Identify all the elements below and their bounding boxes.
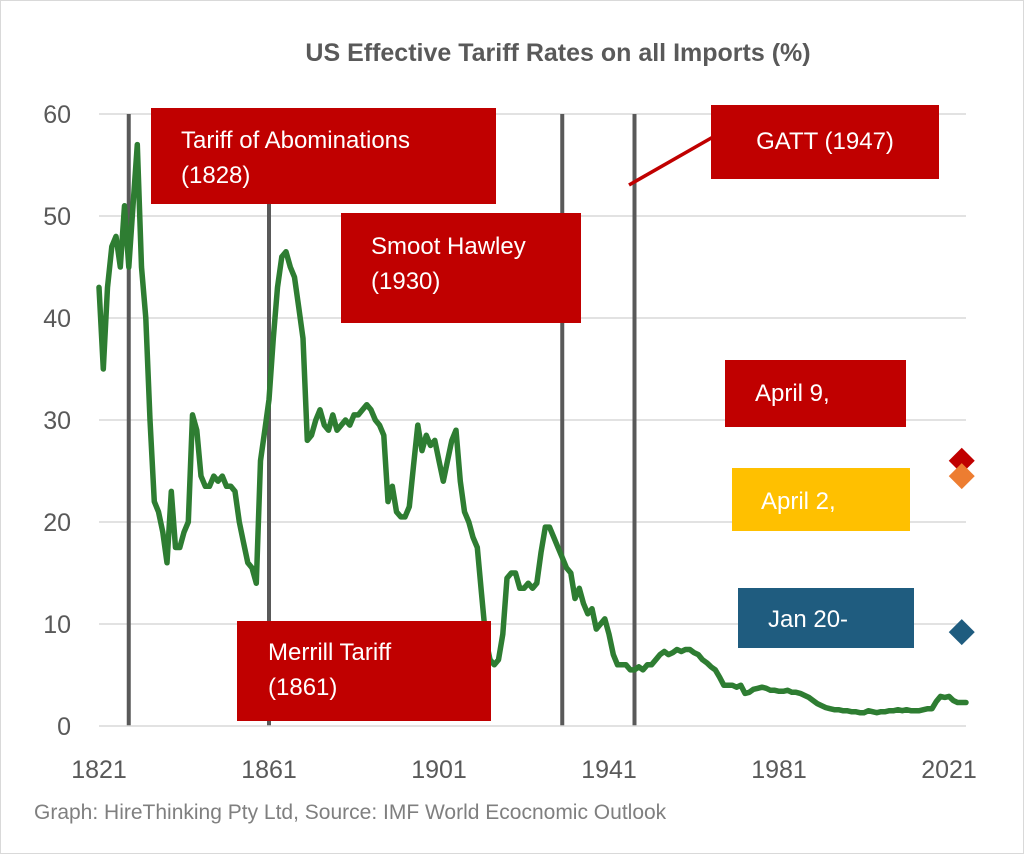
chart-title: US Effective Tariff Rates on all Imports… <box>305 39 810 67</box>
markers <box>948 447 975 646</box>
tariff-of-abominations-label: (1828) <box>181 162 250 189</box>
april-2-label: April 2, <box>761 488 836 515</box>
jan-20-label: Jan 20- <box>768 606 848 633</box>
merrill-tariff-box <box>237 621 491 721</box>
tariff-of-abominations-box <box>151 108 496 204</box>
x-tick-label: 1981 <box>751 756 807 784</box>
y-tick-label: 20 <box>43 509 71 537</box>
axes: 0 10 20 30 40 50 60 1821 1861 1901 1941 1981 2021 <box>43 101 977 784</box>
x-tick-label: 1901 <box>411 756 467 784</box>
merrill-tariff-label: Merrill Tariff <box>268 639 391 666</box>
annotations: Tariff of Abominations (1828) Smoot Hawley… <box>151 105 939 721</box>
jan-20-annotation: Jan 20- <box>738 588 914 648</box>
gatt-annotation: GATT (1947) <box>711 105 939 179</box>
y-tick-label: 40 <box>43 305 71 333</box>
x-tick-label: 1821 <box>71 756 127 784</box>
smoot-hawley-box <box>341 213 581 323</box>
y-tick-label: 30 <box>43 407 71 435</box>
april-9-label: April 9, <box>755 380 830 407</box>
tariff-of-abominations-label: Tariff of Abominations <box>181 127 410 154</box>
gatt-label: GATT (1947) <box>756 128 894 155</box>
y-tick-label: 0 <box>57 713 71 741</box>
smoot-hawley-label: (1930) <box>371 268 440 295</box>
smoot-hawley-annotation: Smoot Hawley (1930) <box>341 213 581 323</box>
y-tick-label: 50 <box>43 203 71 231</box>
smoot-hawley-label: Smoot Hawley <box>371 233 526 260</box>
gatt-connector <box>628 135 714 187</box>
diamond-marker <box>948 463 975 490</box>
gatt-box <box>711 105 939 179</box>
x-tick-label: 2021 <box>921 756 977 784</box>
april-2-box <box>732 468 910 531</box>
y-tick-label: 10 <box>43 611 71 639</box>
x-tick-label: 1861 <box>241 756 297 784</box>
april-9-annotation: April 9, <box>725 360 906 427</box>
y-tick-label: 60 <box>43 101 71 129</box>
april-2-annotation: April 2, <box>732 468 910 531</box>
x-tick-label: 1941 <box>581 756 637 784</box>
series-layer <box>96 141 969 716</box>
tariff-of-abominations-annotation: Tariff of Abominations (1828) <box>151 108 496 204</box>
diamond-marker <box>948 619 975 646</box>
jan-20-box <box>738 588 914 648</box>
tariff-rate-line <box>96 141 969 716</box>
merrill-tariff-annotation: Merrill Tariff (1861) <box>237 621 491 721</box>
diamond-marker <box>948 447 975 474</box>
merrill-tariff-label: (1861) <box>268 674 337 701</box>
chart-caption: Graph: HireThinking Pty Ltd, Source: IMF… <box>34 801 667 824</box>
april-9-box <box>725 360 906 427</box>
